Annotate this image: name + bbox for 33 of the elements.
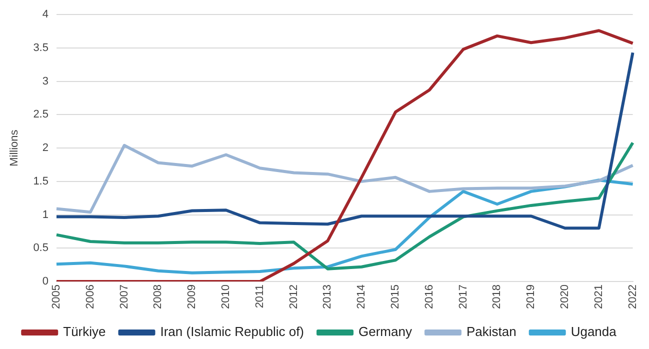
legend-label: Iran (Islamic Republic of) (160, 324, 304, 340)
y-tick-label: 2 (42, 142, 48, 154)
x-tick-label: 2012 (288, 284, 300, 310)
y-tick-label: 2.5 (33, 108, 48, 121)
y-tick-label: 4 (42, 8, 48, 21)
x-tick-label: 2008 (152, 284, 164, 310)
x-tick-label: 2021 (592, 284, 605, 310)
legend-label: Uganda (570, 324, 618, 340)
x-tick-label: 2016 (423, 284, 436, 310)
y-tick-label: 0.5 (33, 242, 48, 254)
x-tick-label: 2013 (322, 284, 334, 310)
x-tick-label: 2010 (220, 284, 232, 310)
x-tick-label: 2020 (559, 284, 572, 310)
y-tick-label: 3.5 (33, 42, 48, 54)
x-tick-label: 2017 (457, 284, 470, 310)
x-tick-label: 2009 (186, 284, 198, 310)
y-tick-label: 1.5 (33, 175, 48, 188)
y-tick-label: 0 (42, 276, 48, 288)
y-tick-label: 3 (42, 75, 48, 88)
x-tick-label: 2014 (356, 284, 368, 310)
x-tick-label: 2011 (254, 284, 266, 308)
x-tick-label: 2007 (118, 284, 130, 310)
legend-label: Türkiye (63, 324, 106, 340)
x-tick-label: 2005 (50, 284, 63, 310)
y-tick-label: 1 (42, 208, 48, 221)
x-tick-label: 2015 (390, 284, 402, 310)
legend-label: Germany (358, 324, 412, 340)
x-tick-label: 2018 (491, 284, 504, 310)
legend-label: Pakistan (466, 324, 516, 340)
y-axis-title: Millions (8, 129, 21, 166)
x-tick-label: 2006 (84, 284, 96, 310)
x-tick-label: 2022 (626, 284, 639, 310)
x-tick-label: 2019 (525, 284, 538, 310)
